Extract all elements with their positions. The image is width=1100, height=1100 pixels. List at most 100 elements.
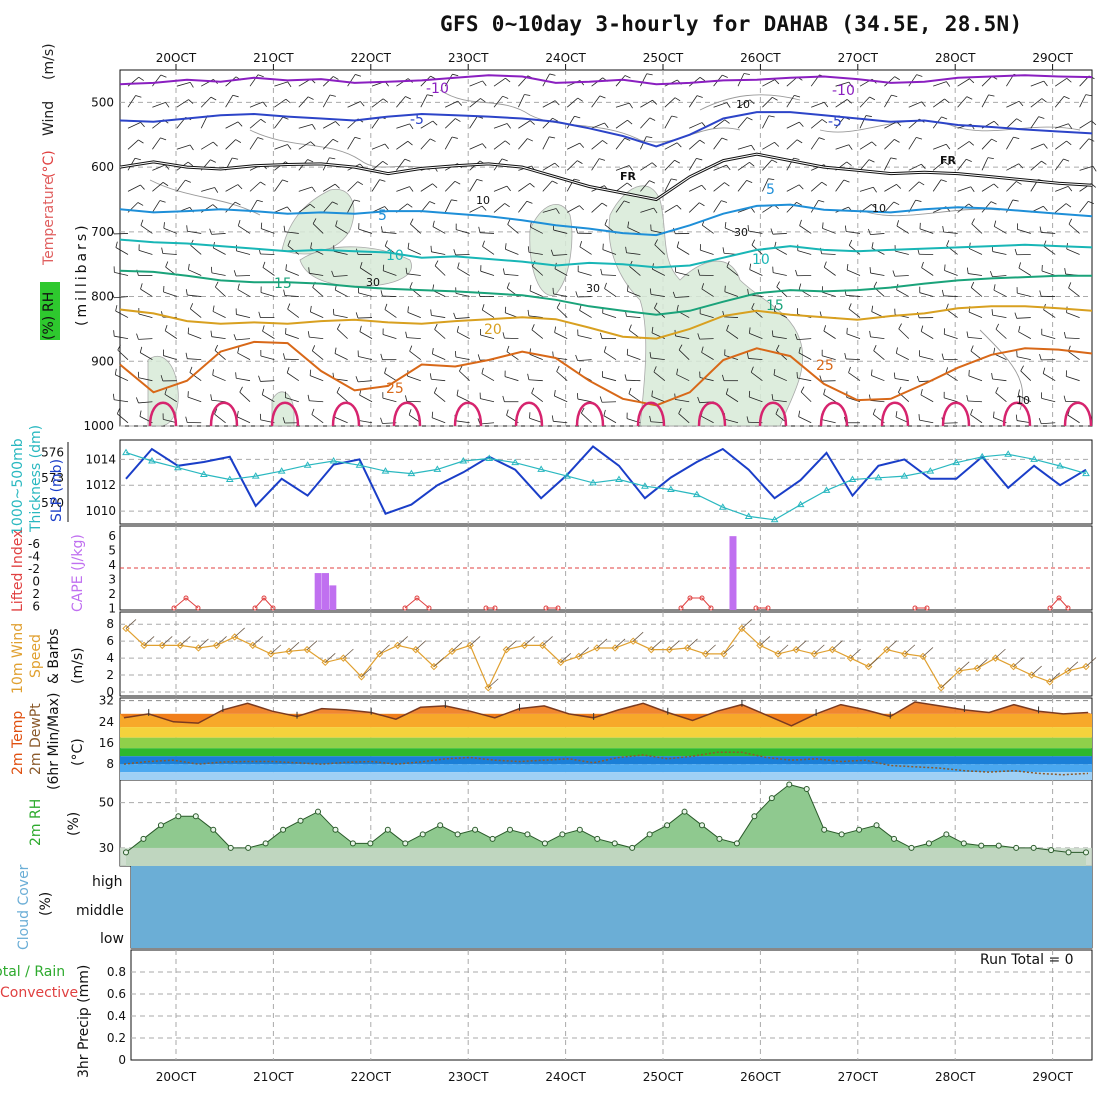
wind-barb [699,377,714,382]
y-tick-label: 2 [32,587,40,601]
wind-barb-flag [307,96,314,100]
wind-barb [201,187,215,192]
wind-barb [786,184,800,192]
wind-barb [1006,181,1017,192]
rh-blob [271,391,295,427]
wind-barb [615,200,625,213]
wind-barb [859,115,867,129]
wind-speed-marker [828,645,837,654]
wind-barb-flag [649,288,652,295]
wind-barb [1068,223,1080,234]
wind-barb-flag [798,346,801,353]
wind-barb-flag [750,207,755,213]
wind-barb-flag [869,96,876,101]
cape-bar [314,573,322,610]
wind-barb-flag [164,164,170,170]
wind-barb [542,208,557,213]
wind-barb-flag [941,116,948,120]
panel-frame [119,439,1093,525]
wind-barb-flag [432,120,438,126]
wind-barb-flag [1067,186,1073,192]
wind-barb-flag [526,200,533,204]
y-tick-label: 1012 [85,478,116,492]
wind-barb-flag [892,270,896,277]
wind-barb [469,179,478,192]
rh-marker [489,835,496,842]
slp-line [125,445,1087,515]
wind-barb-flag [138,139,144,144]
wind-barb-flag [624,374,627,381]
wind-barb [163,355,177,361]
rh-marker [664,822,671,829]
wind-speed-marker [738,624,746,633]
isotherm-30 [880,401,910,427]
wind-barb-flag [1015,414,1018,421]
wind-barb-flag [869,267,872,274]
rh-marker [856,826,863,833]
wind-speed-marker [520,641,529,650]
wind-barb-flag [405,331,408,338]
temp-color-bands [120,713,1092,780]
wind-barb [751,308,763,318]
rh-marker [943,831,950,838]
wind-barb-flag [261,388,265,395]
wind-barb-flag [432,284,435,291]
wind-barb-flag [699,77,706,82]
wind-barb-flag [210,394,213,401]
wind-barb-10m [180,636,191,646]
wind-barb-flag [654,239,658,245]
wind-barb [1079,120,1092,129]
wind-barb-flag [187,161,194,167]
wind-barb-flag [676,368,679,375]
wind-barb [772,399,787,403]
wind-barb-flag [770,228,774,235]
y-tick-label: 700 [91,225,114,239]
ylabel-degc: (°C) [70,738,86,766]
wind-barb [577,398,592,403]
wind-barb [773,374,787,382]
wind-barb [309,336,324,340]
isotherm-lines [119,74,1093,427]
wind-barb-flag [966,267,969,274]
li-marker [678,605,684,611]
wind-barb [479,232,495,234]
thickness-marker [225,475,234,482]
wind-barb-flag [501,158,508,162]
wind-barb-flag [1043,143,1048,149]
wind-speed-marker [937,684,945,692]
wind-barb [750,371,763,382]
wind-barb-flag [405,395,408,402]
wind-barb [553,293,568,297]
wind-barb-flag [821,119,828,124]
wind-barb [737,161,750,171]
wind-barb [884,94,892,108]
thickness-marker [277,467,286,474]
wind-barb [615,102,630,108]
wind-barb-flag [1066,78,1072,83]
wind-barb-flag [354,136,361,140]
wind-barb [822,291,836,297]
wind-barb [531,329,544,339]
isotherm-30 [392,401,422,427]
wind-barb-flag [846,99,853,104]
y-tick-label: 0 [118,1053,126,1067]
y-tick-label: 4 [108,558,116,572]
wind-barb-flag [676,142,682,148]
wind-barb [262,267,275,276]
wind-barb [932,98,945,108]
wind-barb-flag [823,261,827,268]
wind-barb-flag [237,184,243,190]
wind-barb [566,116,575,129]
li-marker [1047,605,1053,611]
wind-barb [114,296,129,299]
wind-barb-10m [433,657,445,667]
wind-barb-10m [198,638,209,649]
wind-barb [528,379,543,382]
wind-barb [1066,375,1080,382]
wind-barb [713,102,727,108]
wind-barb-10m [958,661,970,672]
wind-barb [431,417,446,424]
wind-barb-flag [160,375,164,382]
wind-barb [211,399,226,403]
wind-barb [1030,116,1039,129]
